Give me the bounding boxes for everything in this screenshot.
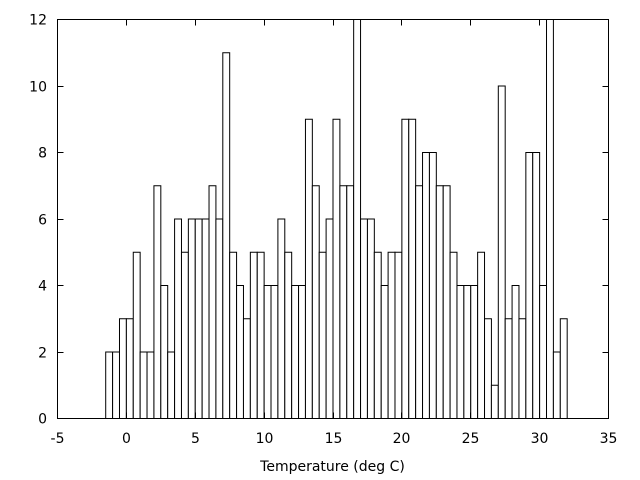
x-tick-label: 20 <box>393 431 411 447</box>
histogram-bar <box>229 251 238 419</box>
x-tick-label: -5 <box>51 431 65 447</box>
histogram-bar <box>456 285 465 419</box>
histogram-bar <box>112 351 120 419</box>
histogram-bar <box>291 285 300 419</box>
histogram-bar <box>435 185 444 419</box>
histogram-bar <box>201 218 210 419</box>
histogram-bar <box>353 19 362 419</box>
histogram-bar <box>463 285 472 419</box>
histogram-bar <box>401 118 410 419</box>
histogram-bar <box>373 251 382 419</box>
histogram-bar <box>325 218 334 419</box>
histogram-bar <box>194 218 203 419</box>
histogram-bar <box>160 285 169 419</box>
x-tick-label: 25 <box>462 431 480 447</box>
y-tick-label: 12 <box>29 13 47 29</box>
histogram-bar <box>539 285 548 419</box>
histogram-bar <box>428 152 437 419</box>
x-tick-label: 0 <box>122 431 131 447</box>
histogram-bar <box>442 185 451 419</box>
x-tick-label: 5 <box>191 431 200 447</box>
histogram-bar <box>146 351 155 419</box>
histogram-bar <box>311 185 320 419</box>
histogram-bar <box>105 351 114 419</box>
histogram-bar <box>180 251 189 419</box>
histogram-bar <box>332 118 341 419</box>
histogram-bar <box>504 318 513 419</box>
y-tick-label: 10 <box>29 80 47 96</box>
x-axis-label: Temperature (deg C) <box>259 459 405 475</box>
histogram-bar <box>490 384 499 419</box>
histogram-bar <box>167 351 176 419</box>
histogram-bar <box>284 251 293 419</box>
histogram-bar <box>263 285 272 419</box>
histogram-bar <box>304 118 313 419</box>
histogram-bar <box>270 285 279 419</box>
histogram-bar <box>484 318 492 419</box>
histogram-bar <box>366 218 375 419</box>
histogram-bar <box>477 251 486 419</box>
histogram-bar <box>497 85 506 419</box>
y-tick-label: 6 <box>38 213 47 229</box>
y-tick-label: 8 <box>38 146 47 162</box>
histogram-bar <box>249 251 258 419</box>
histogram-bar <box>470 285 479 419</box>
histogram-bar <box>449 251 458 419</box>
histogram-bar <box>139 351 148 419</box>
y-tick-label: 0 <box>38 412 47 428</box>
histogram-bar <box>525 152 534 419</box>
histogram-bar <box>518 318 527 419</box>
histogram-bar <box>380 285 389 419</box>
histogram-bar <box>546 19 554 419</box>
histogram-bar <box>236 285 244 419</box>
histogram-bar <box>222 52 231 419</box>
histogram-bar <box>215 218 224 419</box>
histogram-bar <box>174 218 182 419</box>
x-tick-label: 15 <box>325 431 343 447</box>
histogram-bar <box>408 118 417 419</box>
x-tick-label: 10 <box>256 431 274 447</box>
histogram-bar <box>132 251 141 419</box>
histogram-bar <box>415 185 424 419</box>
bars-group <box>105 19 568 419</box>
histogram-bar <box>532 152 541 419</box>
histogram-bar <box>318 251 327 419</box>
histogram-bar <box>153 185 162 419</box>
histogram-bar <box>387 251 396 419</box>
histogram-bar <box>511 285 520 419</box>
histogram-bar <box>422 152 430 419</box>
histogram-bar <box>559 318 568 419</box>
histogram-bar <box>277 218 286 419</box>
y-tick-label: 2 <box>38 346 47 362</box>
histogram-bar <box>339 185 348 419</box>
histogram-bar <box>552 351 561 419</box>
histogram-bar <box>208 185 217 419</box>
histogram-bar <box>256 251 265 419</box>
histogram-bar <box>242 318 251 419</box>
histogram-bar <box>187 218 196 419</box>
histogram-bar <box>298 285 306 419</box>
histogram-bar <box>118 318 127 419</box>
histogram-bar <box>346 185 355 419</box>
histogram-bar <box>394 251 403 419</box>
x-tick-label: 30 <box>531 431 549 447</box>
y-tick-label: 4 <box>38 279 47 295</box>
histogram-bar <box>360 218 368 419</box>
histogram-bar <box>125 318 134 419</box>
x-tick-label: 35 <box>600 431 618 447</box>
